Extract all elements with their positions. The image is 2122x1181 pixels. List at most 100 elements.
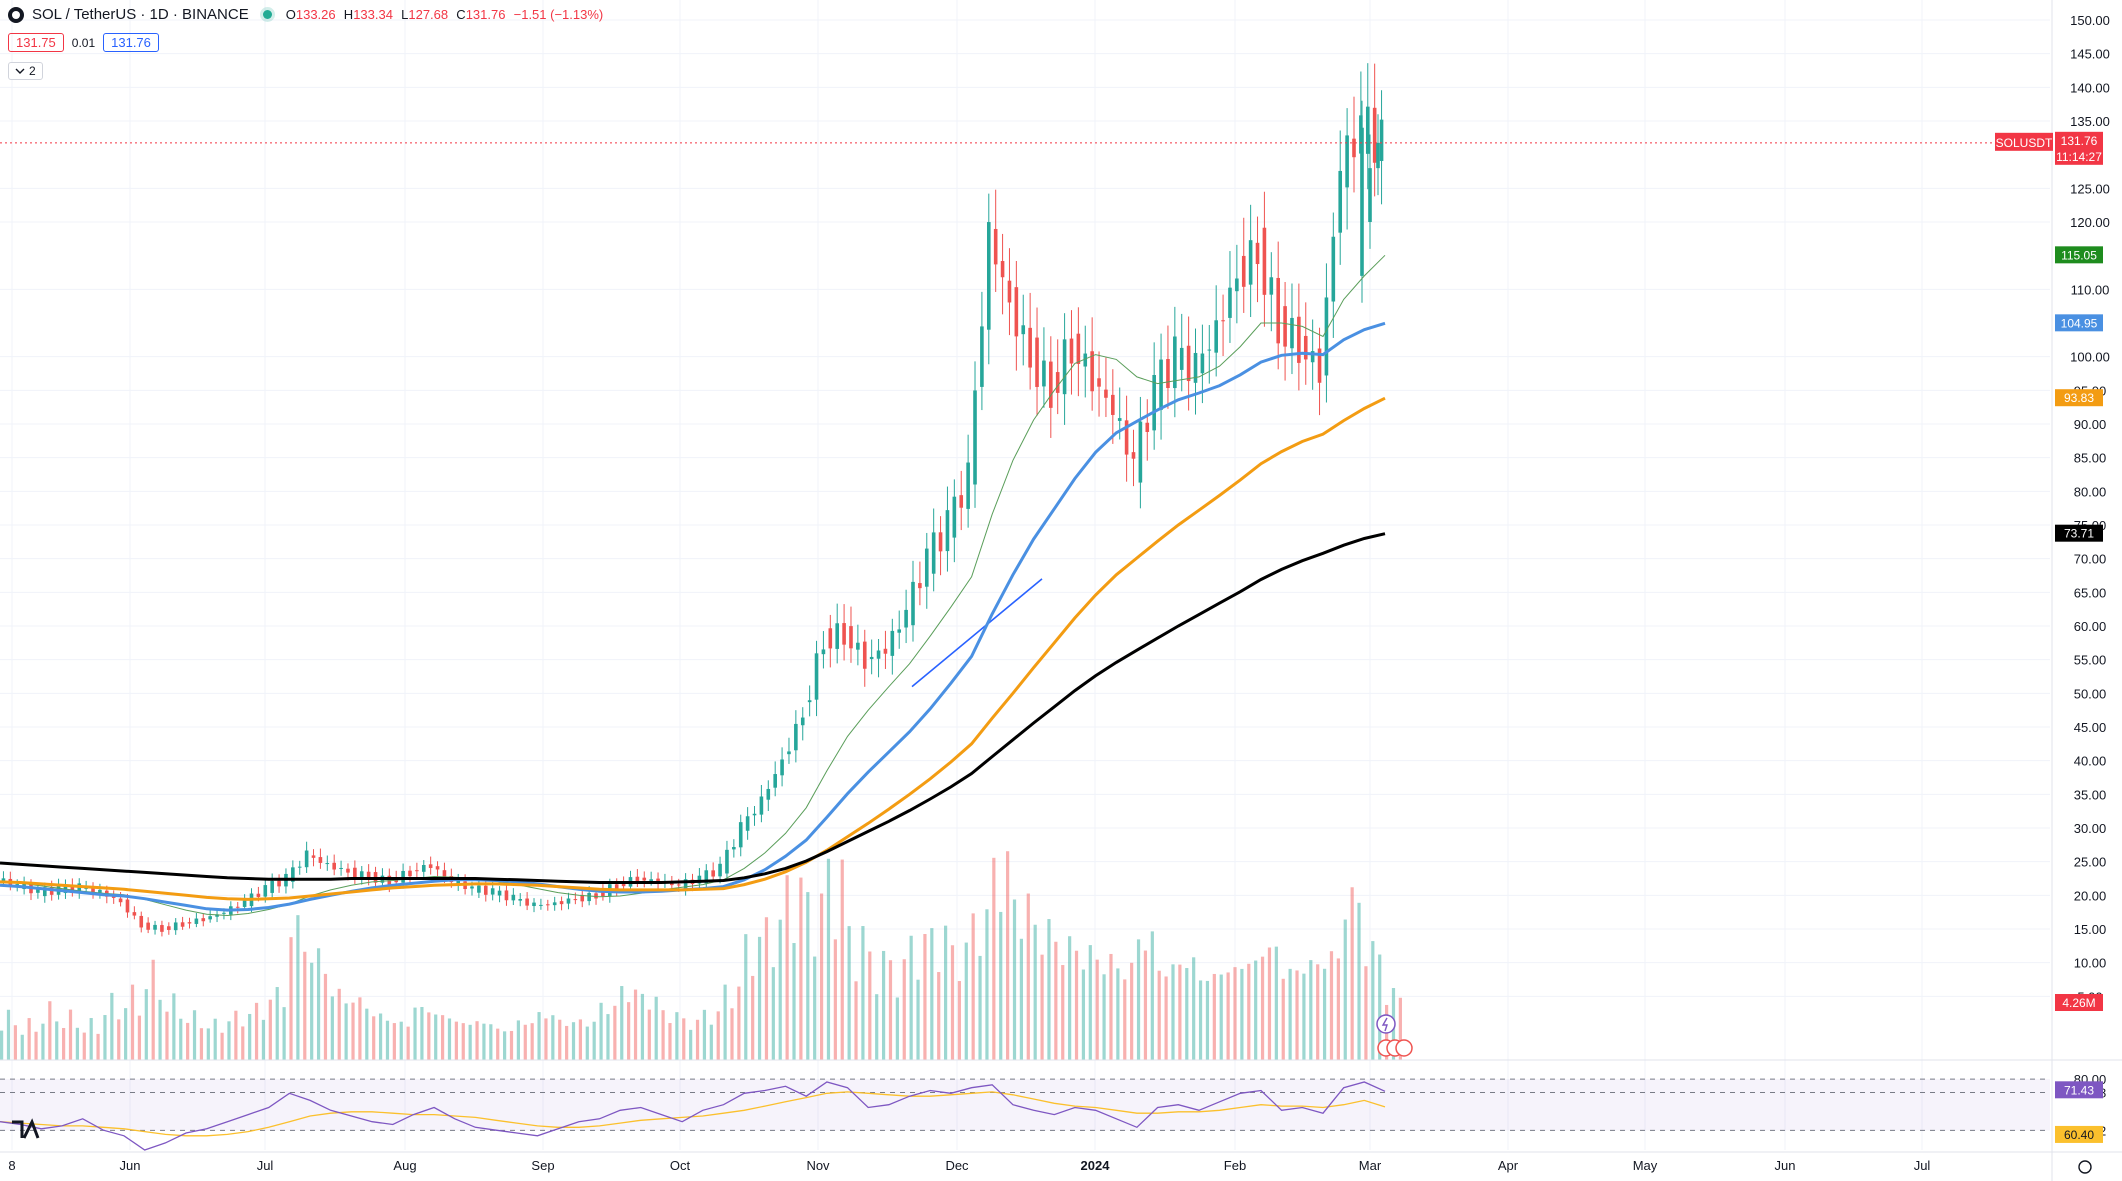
volume-bar bbox=[640, 993, 645, 1060]
candle-body bbox=[794, 723, 798, 751]
volume-bar bbox=[1033, 924, 1037, 1060]
candle-body bbox=[952, 496, 957, 538]
candle-body bbox=[1376, 142, 1380, 169]
candle-body bbox=[91, 887, 95, 892]
volume-bar bbox=[55, 1021, 59, 1060]
volume-bar bbox=[268, 999, 272, 1060]
symbol-title[interactable]: SOL / TetherUS · 1D · BINANCE bbox=[32, 6, 249, 23]
volume-bar bbox=[613, 1005, 617, 1060]
chevron-down-icon bbox=[15, 68, 25, 74]
time-tick-label: Feb bbox=[1224, 1158, 1246, 1173]
candle-body bbox=[566, 898, 571, 904]
candle-body bbox=[911, 581, 915, 626]
candle-body bbox=[959, 495, 964, 508]
price-tick-label: 150.00 bbox=[2070, 13, 2110, 28]
volume-bar bbox=[503, 1031, 507, 1060]
candle-body bbox=[346, 868, 350, 873]
solana-logo-icon bbox=[8, 6, 24, 23]
volume-bar bbox=[1040, 954, 1044, 1060]
volume-bar bbox=[124, 1008, 128, 1060]
economic-event-icon[interactable] bbox=[1395, 1039, 1413, 1057]
price-tick-label: 20.00 bbox=[2074, 888, 2107, 903]
volume-bar bbox=[1047, 919, 1051, 1060]
candle-body bbox=[408, 870, 412, 877]
candle-body bbox=[1255, 242, 1260, 265]
volume-bar bbox=[1061, 965, 1065, 1060]
volume-bar bbox=[1054, 941, 1058, 1060]
volume-bar bbox=[1109, 953, 1113, 1060]
volume-bar bbox=[117, 1019, 121, 1060]
volume-bar bbox=[1095, 959, 1099, 1060]
volume-bar bbox=[475, 1021, 479, 1060]
volume-bar bbox=[627, 1002, 631, 1060]
volume-bar bbox=[668, 1023, 672, 1060]
candle-body bbox=[518, 899, 523, 901]
volume-bar bbox=[282, 1007, 286, 1060]
volume-bar bbox=[881, 950, 886, 1060]
candle-body bbox=[862, 641, 867, 669]
indicators-collapse-button[interactable]: 2 bbox=[8, 62, 43, 80]
volume-bar bbox=[213, 1018, 217, 1060]
candle-body bbox=[1317, 348, 1322, 383]
moving-average-line bbox=[0, 532, 1386, 884]
sell-price-button[interactable]: 131.75 bbox=[8, 33, 64, 52]
volume-bar bbox=[544, 1018, 548, 1060]
volume-bar bbox=[365, 1008, 369, 1060]
buy-price-button[interactable]: 131.76 bbox=[103, 33, 159, 52]
volume-bar bbox=[89, 1018, 93, 1060]
candle-body bbox=[745, 816, 750, 831]
rsi-label-bg bbox=[2055, 1125, 2103, 1143]
candle-body bbox=[552, 902, 557, 906]
volume-bar bbox=[633, 989, 638, 1060]
market-open-icon bbox=[262, 10, 272, 19]
moving-average-line bbox=[0, 321, 1386, 912]
indicator-toggle-row: 2 bbox=[8, 62, 43, 80]
volume-bar bbox=[296, 915, 300, 1060]
volume-bar bbox=[41, 1023, 45, 1060]
volume-bar bbox=[1143, 950, 1148, 1060]
candle-body bbox=[904, 609, 908, 628]
price-tick-label: 50.00 bbox=[2074, 686, 2107, 701]
candle-body bbox=[311, 855, 316, 858]
event-lightning-icon[interactable] bbox=[1376, 1014, 1396, 1034]
volume-bar bbox=[1343, 919, 1347, 1060]
price-tick-label: 10.00 bbox=[2074, 956, 2107, 971]
rsi-panel bbox=[0, 1059, 2122, 1151]
volume-bar bbox=[902, 959, 906, 1060]
price-label-bg bbox=[2055, 389, 2103, 407]
settings-gear-icon[interactable] bbox=[2078, 1160, 2092, 1174]
candle-body bbox=[1352, 138, 1356, 158]
candle-body bbox=[160, 925, 164, 932]
candle-body bbox=[36, 888, 40, 893]
volume-bar bbox=[1102, 974, 1106, 1060]
volume-bar bbox=[819, 893, 824, 1060]
candle-body bbox=[1173, 336, 1177, 389]
volume-bar bbox=[1150, 931, 1154, 1060]
volume-bar bbox=[875, 994, 879, 1060]
candle-body bbox=[1159, 359, 1163, 410]
price-tick-label: 60.00 bbox=[2074, 619, 2107, 634]
volume-bar bbox=[689, 1029, 693, 1060]
volume-bar bbox=[606, 1014, 610, 1060]
candle-body bbox=[1069, 338, 1074, 364]
candle-body bbox=[580, 894, 585, 902]
time-tick-label: Aug bbox=[393, 1158, 416, 1173]
candle-body bbox=[277, 880, 281, 887]
candle-body bbox=[993, 228, 998, 265]
candle-body bbox=[270, 880, 274, 893]
candle-body bbox=[187, 922, 192, 924]
price-tick-label: 85.00 bbox=[2074, 451, 2107, 466]
price-label: 4.26M bbox=[2062, 996, 2095, 1010]
candle-body bbox=[1021, 325, 1026, 335]
candle-body bbox=[1262, 227, 1267, 295]
volume-bar bbox=[702, 1009, 707, 1060]
candle-body bbox=[1152, 375, 1156, 431]
time-tick-label: Jun bbox=[1775, 1158, 1796, 1173]
close-label: C bbox=[456, 7, 466, 22]
symbol-tag: SOLUSDT bbox=[1996, 136, 2053, 150]
candle-body bbox=[1290, 317, 1294, 349]
volume-bar bbox=[137, 1015, 142, 1060]
volume-bar bbox=[930, 928, 934, 1060]
candle-body bbox=[835, 623, 840, 649]
